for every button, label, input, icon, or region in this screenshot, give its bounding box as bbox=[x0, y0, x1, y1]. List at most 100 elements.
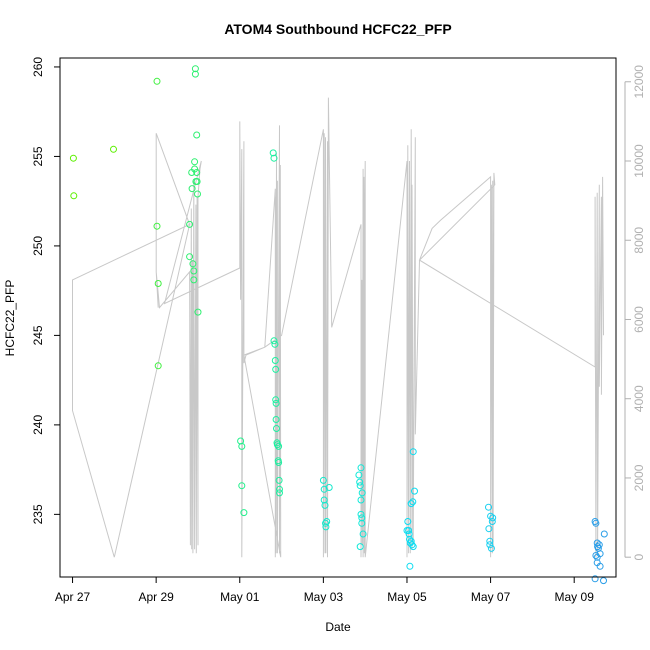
x-tick-label: Apr 27 bbox=[55, 590, 91, 604]
line-series bbox=[72, 97, 604, 558]
data-point bbox=[154, 362, 162, 370]
data-point bbox=[322, 523, 330, 531]
y-tick-label: 235 bbox=[31, 504, 45, 524]
data-point bbox=[191, 165, 199, 173]
y2-axis: 0 2000 4000 6000 8000 10000 12000 bbox=[624, 65, 646, 561]
data-point bbox=[153, 222, 161, 230]
x-tick-label: May 07 bbox=[471, 590, 511, 604]
data-point bbox=[596, 550, 604, 558]
data-point bbox=[321, 501, 329, 509]
data-point bbox=[194, 190, 201, 198]
y2-tick-label: 8000 bbox=[632, 227, 646, 254]
y-tick-label: 240 bbox=[31, 415, 45, 435]
data-point bbox=[358, 489, 366, 497]
data-point bbox=[357, 496, 365, 504]
data-point bbox=[271, 340, 279, 348]
data-point bbox=[358, 519, 366, 527]
x-axis: Apr 27 Apr 29 May 01 May 03 May 05 May 07 May … bbox=[55, 577, 594, 604]
data-point bbox=[356, 543, 364, 551]
data-point bbox=[355, 471, 363, 479]
data-point bbox=[485, 525, 493, 533]
data-point bbox=[154, 280, 162, 287]
data-point bbox=[488, 518, 496, 525]
data-point bbox=[406, 562, 414, 570]
data-point bbox=[153, 77, 161, 85]
scatter-series bbox=[69, 65, 608, 585]
data-point bbox=[356, 482, 364, 490]
y-axis: 235 240 245 250 255 260 bbox=[31, 57, 60, 524]
data-point bbox=[407, 500, 415, 508]
y2-tick-label: 10000 bbox=[632, 144, 646, 178]
y-tick-label: 245 bbox=[31, 325, 45, 345]
data-point bbox=[270, 154, 278, 162]
data-point bbox=[193, 131, 201, 139]
data-point bbox=[188, 185, 196, 193]
data-point bbox=[322, 519, 329, 527]
data-point bbox=[276, 485, 283, 493]
y-tick-label: 255 bbox=[31, 146, 45, 166]
data-point bbox=[110, 145, 117, 153]
data-point bbox=[359, 530, 367, 538]
data-point bbox=[404, 518, 412, 525]
data-point bbox=[319, 476, 327, 484]
series-line bbox=[72, 97, 604, 558]
data-point bbox=[189, 260, 197, 268]
data-point bbox=[409, 448, 417, 456]
y-tick-label: 260 bbox=[31, 57, 45, 77]
data-point bbox=[273, 441, 281, 449]
data-point bbox=[272, 396, 280, 404]
data-point bbox=[269, 149, 277, 157]
data-point bbox=[270, 337, 278, 345]
data-point bbox=[486, 541, 494, 549]
data-point bbox=[358, 514, 366, 522]
data-point bbox=[276, 489, 283, 497]
data-point bbox=[191, 158, 199, 166]
data-point bbox=[238, 442, 246, 450]
data-point bbox=[275, 459, 283, 466]
data-point bbox=[194, 308, 202, 316]
y2-tick-label: 0 bbox=[632, 554, 646, 561]
data-point bbox=[592, 552, 600, 559]
data-point bbox=[403, 527, 411, 534]
data-point bbox=[593, 559, 601, 567]
data-point bbox=[191, 70, 199, 78]
x-tick-label: Apr 29 bbox=[138, 590, 174, 604]
data-point bbox=[600, 577, 607, 585]
data-point bbox=[320, 496, 328, 504]
x-tick-label: May 03 bbox=[304, 590, 344, 604]
data-point bbox=[273, 425, 280, 432]
data-point bbox=[240, 509, 248, 517]
data-point bbox=[591, 575, 599, 583]
data-point bbox=[409, 498, 417, 506]
data-point bbox=[272, 365, 280, 373]
x-axis-label: Date bbox=[325, 620, 351, 634]
x-tick-label: May 01 bbox=[220, 590, 260, 604]
data-point bbox=[193, 169, 201, 176]
data-point bbox=[238, 482, 246, 490]
chart-title: ATOM4 Southbound HCFC22_PFP bbox=[224, 21, 451, 37]
data-point bbox=[271, 357, 279, 364]
y2-tick-label: 12000 bbox=[632, 65, 646, 99]
y2-tick-label: 4000 bbox=[632, 385, 646, 412]
data-point bbox=[190, 276, 198, 284]
data-point bbox=[357, 510, 365, 518]
data-point bbox=[323, 518, 331, 525]
x-tick-label: May 09 bbox=[555, 590, 595, 604]
data-point bbox=[325, 484, 333, 491]
data-point bbox=[592, 519, 600, 527]
data-point bbox=[408, 541, 416, 549]
plot-frame bbox=[59, 57, 617, 578]
data-point bbox=[411, 487, 418, 495]
data-point bbox=[275, 442, 283, 450]
data-point bbox=[405, 530, 413, 538]
data-point bbox=[191, 65, 199, 73]
data-point bbox=[272, 399, 280, 407]
data-point bbox=[69, 154, 77, 162]
data-point bbox=[487, 544, 495, 552]
data-point bbox=[489, 514, 497, 522]
data-point bbox=[485, 503, 492, 511]
data-point bbox=[595, 541, 603, 549]
data-point bbox=[193, 178, 201, 185]
y-tick-label: 250 bbox=[31, 236, 45, 256]
